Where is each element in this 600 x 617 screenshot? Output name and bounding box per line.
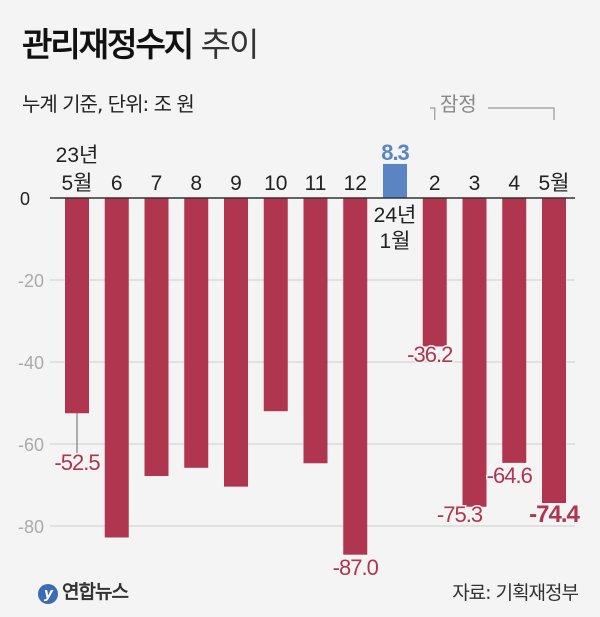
y-tick-label: 0 xyxy=(20,189,30,209)
x-tick-label: 24년 xyxy=(374,204,417,227)
x-tick-label: 4 xyxy=(508,172,520,195)
bar xyxy=(462,198,487,507)
y-tick-label: -40 xyxy=(18,353,44,373)
yonhap-logo: y 연합뉴스 xyxy=(38,577,129,604)
data-label: -75.3 xyxy=(437,502,483,527)
x-tick-label: 8 xyxy=(190,172,202,195)
bar xyxy=(184,198,209,468)
x-tick-label: 9 xyxy=(230,172,242,195)
x-tick-label: 11 xyxy=(305,172,327,195)
x-tick-label: 3 xyxy=(469,172,481,195)
bar xyxy=(502,198,527,463)
chart-title: 관리재정수지 추이 xyxy=(22,25,259,64)
bar xyxy=(65,198,89,414)
bar xyxy=(422,198,447,347)
x-tick-label: 23년 xyxy=(56,144,99,167)
annotation-bracket xyxy=(430,107,555,120)
chart-subtitle: 누계 기준, 단위: 조 원 xyxy=(22,92,195,116)
bar xyxy=(383,163,407,198)
annotation-prelim: 잠정 xyxy=(440,92,477,116)
x-tick-label: 6 xyxy=(111,172,123,195)
source-note: 자료: 기획재정부 xyxy=(452,582,579,604)
x-tick-label: 5월 xyxy=(539,172,570,195)
x-tick-label: 7 xyxy=(151,172,163,195)
y-tick-label: -20 xyxy=(18,271,44,291)
x-tick-label: 5월 xyxy=(62,172,93,195)
bar xyxy=(144,198,169,476)
data-label: -52.5 xyxy=(54,450,100,475)
data-label: 8.3 xyxy=(381,140,409,165)
bar xyxy=(303,198,328,464)
data-label: -36.2 xyxy=(407,342,453,367)
bar xyxy=(343,198,368,555)
bar xyxy=(224,198,248,487)
x-tick-label: 1월 xyxy=(380,230,411,253)
bar xyxy=(542,198,566,504)
x-tick-label: 2 xyxy=(429,172,441,195)
x-tick-label: 12 xyxy=(344,172,367,195)
data-label: -87.0 xyxy=(333,555,379,580)
data-label: -74.4 xyxy=(529,501,580,528)
x-tick-label: 10 xyxy=(264,172,287,195)
bar xyxy=(104,198,129,538)
yonhap-logo-icon: y xyxy=(38,584,58,604)
data-label: -64.6 xyxy=(487,463,533,488)
y-tick-label: -60 xyxy=(18,435,44,455)
y-tick-label: -80 xyxy=(18,517,44,537)
bar xyxy=(263,198,288,412)
